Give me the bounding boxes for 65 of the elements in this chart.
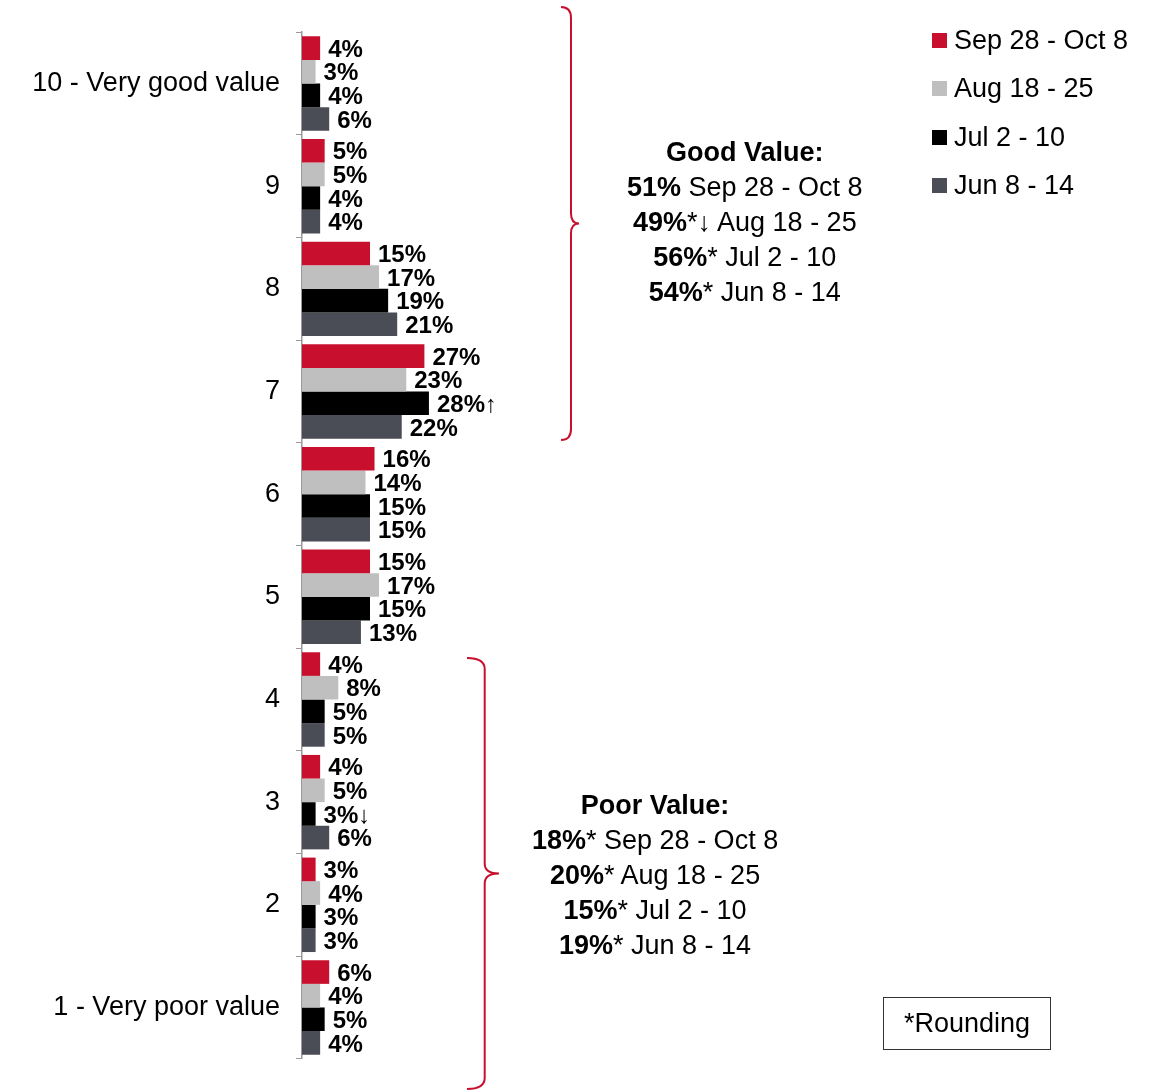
bar xyxy=(302,367,407,392)
bar xyxy=(302,675,339,700)
bar xyxy=(302,312,398,337)
text: *Rounding xyxy=(883,997,1052,1050)
bar xyxy=(302,241,370,266)
bar xyxy=(302,83,321,108)
text: 51% Sep 28 - Oct 8 xyxy=(627,171,863,204)
bar xyxy=(302,446,375,471)
legend-label: Aug 18 - 25 xyxy=(954,73,1094,105)
bar xyxy=(302,1031,321,1055)
y-tick-label: 1 - Very poor value xyxy=(53,990,280,1021)
text: 15%* Jul 2 - 10 xyxy=(562,894,748,927)
y-tick-label: 8 xyxy=(264,272,280,303)
bar xyxy=(302,754,321,779)
bar xyxy=(302,288,389,313)
legend-label: Jul 2 - 10 xyxy=(954,121,1066,153)
text: 18%* Sep 28 - Oct 8 xyxy=(532,824,779,857)
text: 56%* Jul 2 - 10 xyxy=(652,241,838,274)
text: Poor Value: xyxy=(579,789,731,822)
bar xyxy=(302,162,325,187)
bar xyxy=(302,723,325,747)
y-tick-label: 7 xyxy=(264,374,280,405)
bar xyxy=(302,1007,325,1032)
bar xyxy=(302,415,402,439)
text: 20%* Aug 18 - 25 xyxy=(549,859,762,892)
bar xyxy=(302,904,316,929)
text: 49%*↓ Aug 18 - 25 xyxy=(632,206,858,239)
bar xyxy=(302,596,370,621)
bar xyxy=(302,344,425,368)
bar xyxy=(302,549,370,574)
bar xyxy=(302,36,321,60)
y-tick-label: 3 xyxy=(264,785,280,816)
bar xyxy=(302,138,325,163)
y-tick-label: 4 xyxy=(264,682,280,713)
bar xyxy=(302,778,325,803)
bar xyxy=(302,107,330,131)
bar xyxy=(302,983,321,1008)
legend-label: Sep 28 - Oct 8 xyxy=(954,24,1129,56)
bar xyxy=(302,186,321,210)
bar xyxy=(302,59,316,84)
y-tick-label: 6 xyxy=(264,477,280,508)
bar xyxy=(302,857,316,882)
bar xyxy=(302,470,366,495)
bar xyxy=(302,928,316,953)
bar xyxy=(302,517,370,542)
bar xyxy=(302,960,330,984)
text: 19%* Jun 8 - 14 xyxy=(558,929,753,962)
legend-label: Jun 8 - 14 xyxy=(954,170,1075,202)
y-tick-label: 9 xyxy=(264,169,280,200)
bar xyxy=(302,391,429,416)
bar xyxy=(302,209,321,234)
bar xyxy=(302,881,321,905)
bar xyxy=(302,652,321,676)
text: Good Value: xyxy=(665,136,825,169)
bar xyxy=(302,573,380,597)
bar xyxy=(302,825,330,850)
bar xyxy=(302,620,361,645)
bar xyxy=(302,802,316,826)
bar xyxy=(302,699,325,724)
y-tick-label: 10 - Very good value xyxy=(32,66,280,97)
bar xyxy=(302,265,380,289)
bar xyxy=(302,494,370,518)
text: 54%* Jun 8 - 14 xyxy=(647,276,842,309)
y-tick-label: 5 xyxy=(264,580,280,611)
y-tick-label: 2 xyxy=(264,888,280,919)
